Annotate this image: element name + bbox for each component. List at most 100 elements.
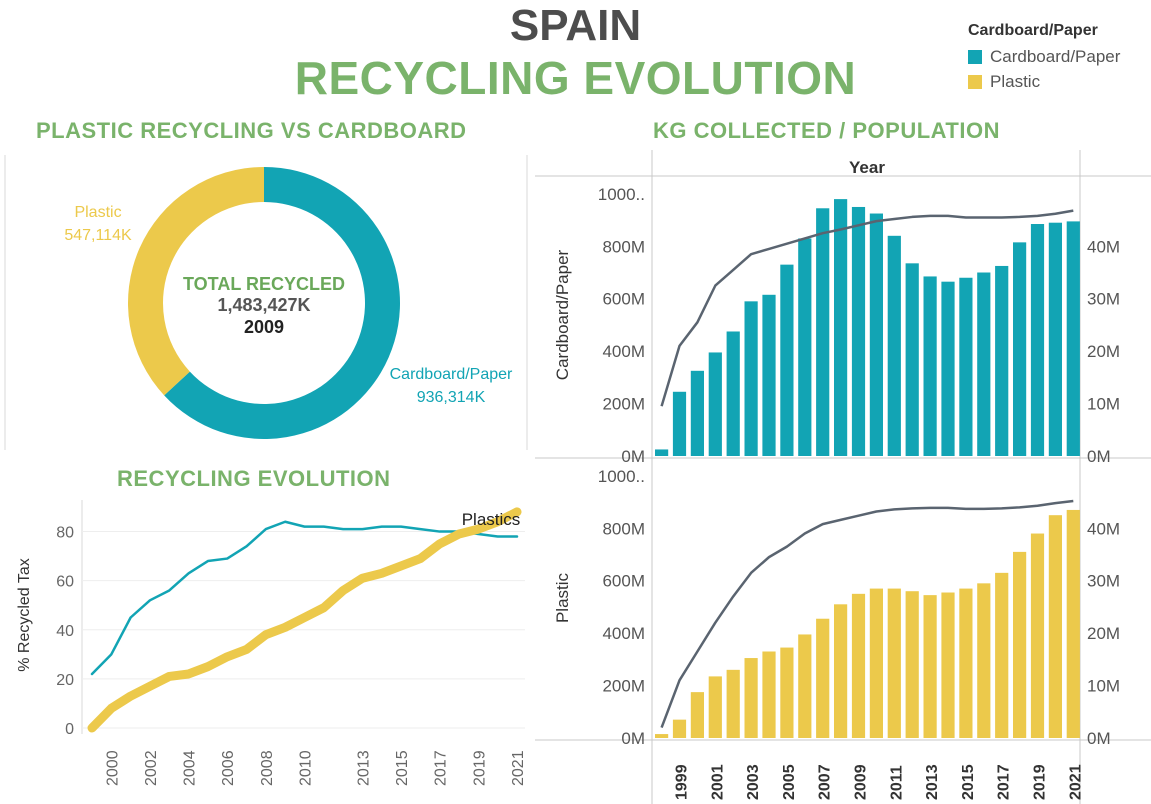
plastic-left-tick: 1000.. <box>598 467 645 486</box>
bar-x-tick-label: 2019 <box>1032 764 1049 800</box>
cardboard-bar[interactable] <box>1013 242 1027 456</box>
cardboard-rate-line[interactable] <box>90 520 519 676</box>
legend-swatch-cardboard <box>968 49 982 64</box>
plastic-bar[interactable] <box>887 588 901 738</box>
cardboard-bar[interactable] <box>816 208 830 456</box>
bar-x-tick-label: 2007 <box>817 764 834 800</box>
cardboard-left-tick: 600M <box>602 290 645 309</box>
legend-title: Cardboard/Paper <box>968 22 1098 39</box>
cardboard-bar[interactable] <box>834 199 848 456</box>
plastic-bar[interactable] <box>834 604 848 738</box>
bar-x-tick-label: 1999 <box>674 764 691 800</box>
cardboard-bar[interactable] <box>869 213 883 456</box>
legend-item-plastic[interactable]: Plastic <box>968 69 1148 94</box>
cardboard-bar[interactable] <box>959 277 973 456</box>
cardboard-population-line[interactable] <box>660 209 1074 407</box>
cardboard-bar[interactable] <box>995 265 1009 456</box>
cardboard-bar[interactable] <box>708 352 722 456</box>
plastic-bars <box>655 499 1080 738</box>
line-x-tick-label: 2008 <box>259 750 276 786</box>
cardboard-bar[interactable] <box>762 294 776 456</box>
plastic-bar[interactable] <box>816 618 830 738</box>
plastic-left-tick: 0M <box>621 729 645 748</box>
cardboard-bar[interactable] <box>655 449 669 456</box>
plastic-bar[interactable] <box>1048 515 1062 738</box>
cardboard-bar[interactable] <box>798 238 812 456</box>
line-x-tick-label: 2013 <box>355 750 372 786</box>
cardboard-bar[interactable] <box>851 206 866 456</box>
cardboard-bar[interactable] <box>905 263 919 456</box>
cardboard-bar[interactable] <box>726 331 740 456</box>
plastic-right-tick: 0M <box>1087 729 1111 748</box>
cardboard-bar[interactable] <box>941 281 955 456</box>
plastic-bar[interactable] <box>995 572 1009 738</box>
plastic-bar[interactable] <box>690 692 704 738</box>
cardboard-slice-name: Cardboard/Paper <box>390 366 513 383</box>
color-legend: Cardboard/Paper Cardboard/Paper Plastic <box>968 22 1148 94</box>
plastic-bar[interactable] <box>744 658 758 738</box>
legend-swatch-plastic <box>968 74 982 89</box>
plastic-bar[interactable] <box>1066 509 1080 738</box>
line-x-tick-label: 2015 <box>394 750 411 786</box>
line-x-tick-label: 2017 <box>433 750 450 786</box>
plastic-bar[interactable] <box>869 588 883 738</box>
legend-label-cardboard: Cardboard/Paper <box>990 46 1121 66</box>
cardboard-bar[interactable] <box>977 272 991 456</box>
cardboard-bar[interactable] <box>780 264 794 456</box>
plastic-left-tick: 400M <box>602 624 645 643</box>
plastic-right-tick: 20M <box>1087 624 1120 643</box>
donut-center-label: TOTAL RECYCLED <box>183 274 345 294</box>
cardboard-bar[interactable] <box>1048 222 1062 456</box>
plastic-left-tick: 600M <box>602 572 645 591</box>
cardboard-bar[interactable] <box>672 391 687 456</box>
cardboard-right-tick: 40M <box>1087 237 1120 256</box>
plastic-bar[interactable] <box>851 593 866 738</box>
donut-slice-cardboard[interactable] <box>164 167 401 439</box>
line-chart-x-ticks: 2000 2002 2004 2006 2008 2010 2013 2015 2017 2019… <box>104 750 527 786</box>
cardboard-slice-value: 936,314K <box>417 389 486 406</box>
plastic-population-line[interactable] <box>660 499 1074 728</box>
cardboard-right-tick: 30M <box>1087 290 1120 309</box>
plastic-left-tick: 800M <box>602 519 645 538</box>
bar-x-tick-label: 2001 <box>709 764 726 800</box>
plastic-bar[interactable] <box>655 734 669 738</box>
plastic-bar[interactable] <box>959 588 973 738</box>
plastic-bar[interactable] <box>726 669 740 738</box>
bar-x-tick-label: 2009 <box>853 764 870 800</box>
plastic-bar[interactable] <box>1013 551 1027 738</box>
cardboard-bar[interactable] <box>923 276 937 456</box>
plastics-annotation: Plastics <box>462 510 521 529</box>
cardboard-left-tick: 0M <box>621 447 645 466</box>
plastic-bar[interactable] <box>798 634 812 738</box>
donut-slice-plastic[interactable] <box>127 167 264 396</box>
plastic-slice-value: 547,114K <box>64 227 132 244</box>
cardboard-bar[interactable] <box>1030 224 1045 456</box>
line-x-tick-label: 2004 <box>182 750 199 786</box>
cardboard-bar[interactable] <box>887 235 901 456</box>
plastic-rate-line[interactable] <box>87 507 522 733</box>
plastic-bar[interactable] <box>672 719 687 738</box>
plastic-right-tick: 10M <box>1087 677 1120 696</box>
line-y-tick-label: 60 <box>56 574 74 591</box>
plastic-bar[interactable] <box>923 595 937 738</box>
donut-slices <box>127 167 401 439</box>
cardboard-right-tick: 10M <box>1087 395 1120 414</box>
cardboard-bar[interactable] <box>690 370 704 456</box>
bar-x-tick-label: 2005 <box>781 764 798 800</box>
plastic-y-label: Plastic <box>553 572 572 623</box>
legend-item-cardboard[interactable]: Cardboard/Paper <box>968 44 1148 69</box>
cardboard-bar[interactable] <box>1066 221 1080 456</box>
line-x-tick-label: 2002 <box>143 750 160 786</box>
plastic-left-tick: 200M <box>602 677 645 696</box>
plastic-bar[interactable] <box>780 647 794 738</box>
plastic-bar[interactable] <box>905 591 919 738</box>
plastic-bar[interactable] <box>762 651 776 738</box>
plastic-bar[interactable] <box>977 583 991 738</box>
line-y-tick-label: 80 <box>56 525 74 542</box>
plastic-bar[interactable] <box>708 676 722 738</box>
cardboard-left-tick: 800M <box>602 237 645 256</box>
bar-x-tick-label: 2011 <box>888 765 905 800</box>
cardboard-bar[interactable] <box>744 301 758 456</box>
plastic-bar[interactable] <box>1030 533 1045 738</box>
plastic-bar[interactable] <box>941 592 955 738</box>
